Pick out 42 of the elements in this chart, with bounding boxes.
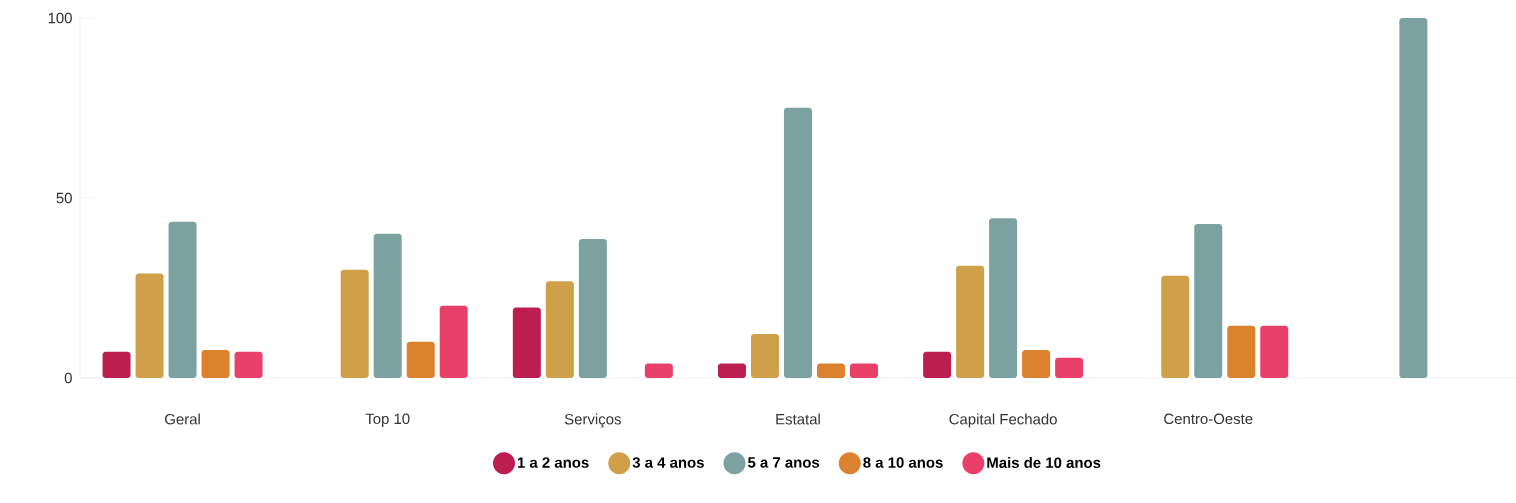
bar: [234, 351, 263, 378]
bar: [816, 363, 845, 378]
bar: [1055, 357, 1084, 378]
legend-label: 8 a 10 anos: [863, 457, 943, 468]
x-tick-label: Serviços: [564, 413, 621, 428]
bar: [923, 351, 952, 378]
bar: [373, 233, 402, 378]
y-tick-label: 0: [64, 372, 72, 384]
x-tick-label: Centro-Oeste: [1164, 413, 1253, 425]
x-tick-label: Top 10: [365, 413, 410, 428]
legend-label: 5 a 7 anos: [747, 457, 820, 468]
legend-label: 1 a 2 anos: [517, 457, 589, 468]
bar: [340, 269, 369, 378]
bar: [512, 307, 541, 378]
bar: [1260, 325, 1289, 378]
bar: [1399, 18, 1428, 378]
bar: [201, 349, 230, 378]
x-tick-label: Geral: [165, 413, 200, 425]
bar: [406, 341, 435, 378]
y-tick-label: 50: [56, 192, 72, 204]
bar: [956, 265, 985, 378]
bar: [989, 218, 1018, 378]
bar: [1227, 325, 1256, 378]
bar: [1022, 349, 1051, 378]
legend-label: Mais de 10 anos: [987, 457, 1101, 468]
bar: [783, 107, 812, 378]
bar: [168, 221, 197, 378]
bar: [135, 273, 164, 378]
bar: [750, 334, 779, 378]
bar: [849, 363, 878, 378]
x-tick-label: Estatal: [776, 413, 820, 425]
bar: [1161, 275, 1190, 378]
bar: [102, 351, 131, 378]
bar: [545, 281, 574, 378]
bar: [1194, 223, 1223, 378]
bar: [644, 363, 673, 378]
x-tick-label: Capital Fechado: [949, 413, 1057, 428]
y-tick-label: 100: [48, 12, 72, 24]
bar: [717, 363, 746, 378]
legend-label: 3 a 4 anos: [632, 457, 704, 468]
bar: [439, 305, 468, 378]
bar: [578, 239, 607, 378]
